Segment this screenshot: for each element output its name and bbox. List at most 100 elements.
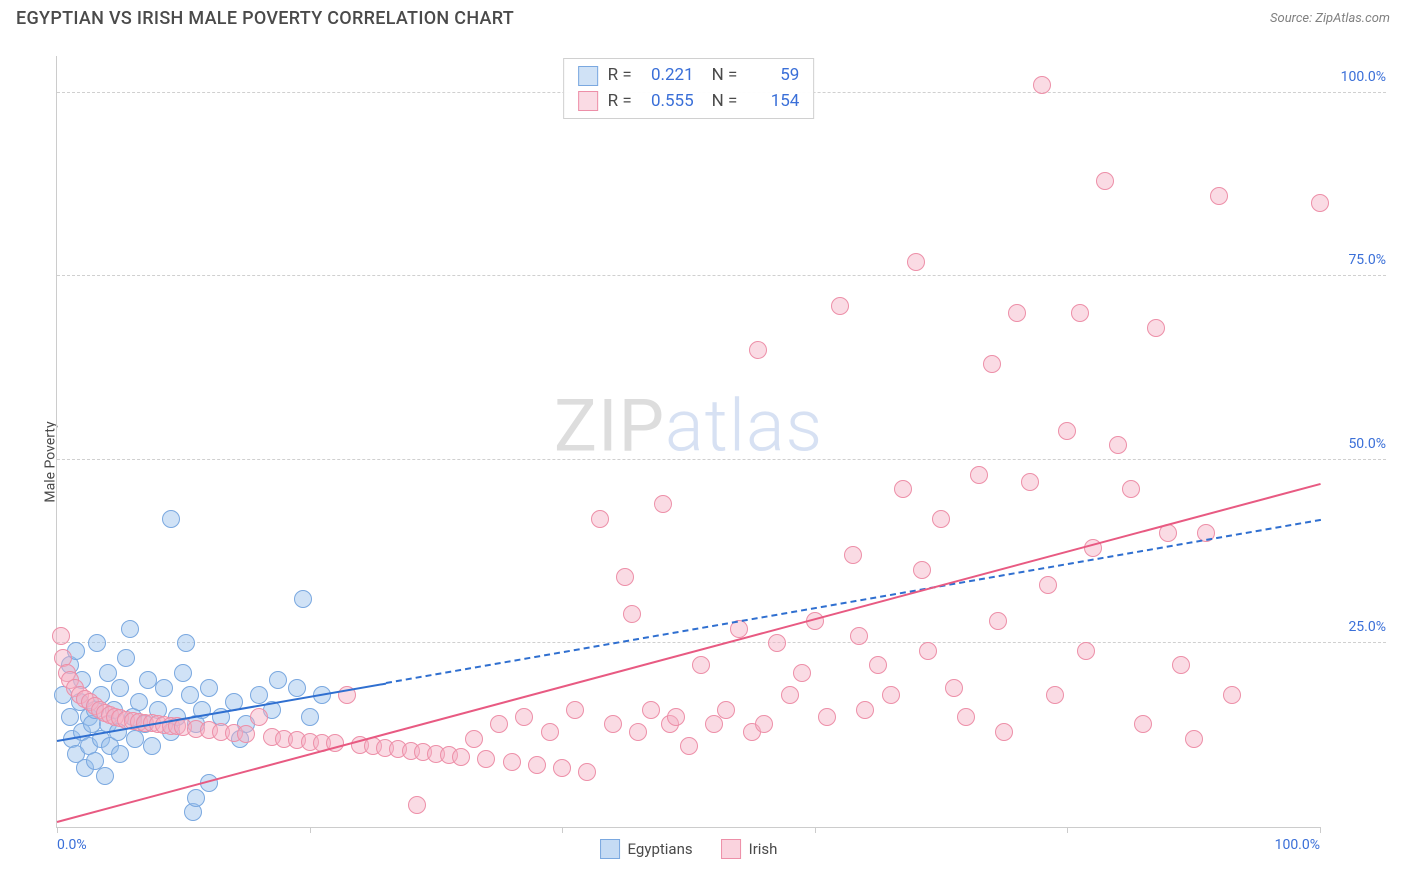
- legend-label: Irish: [749, 840, 778, 858]
- data-point: [818, 708, 836, 726]
- data-point: [623, 605, 641, 623]
- data-point: [642, 701, 660, 719]
- y-tick-label: 75.0%: [1326, 252, 1386, 268]
- data-point: [1058, 422, 1076, 440]
- data-point: [1039, 576, 1057, 594]
- legend-swatch: [600, 839, 620, 859]
- data-point: [781, 686, 799, 704]
- data-point: [288, 679, 306, 697]
- data-point: [1071, 304, 1089, 322]
- stats-row: R = 0.221 N = 59: [578, 63, 800, 89]
- legend-swatch: [578, 91, 598, 111]
- data-point: [692, 656, 710, 674]
- stat-n-label: N =: [712, 89, 738, 115]
- data-point: [654, 495, 672, 513]
- legend-swatch: [721, 839, 741, 859]
- data-point: [528, 756, 546, 774]
- data-point: [793, 664, 811, 682]
- data-point: [629, 723, 647, 741]
- data-point: [237, 725, 255, 743]
- data-point: [139, 671, 157, 689]
- data-point: [1122, 480, 1140, 498]
- data-point: [96, 767, 114, 785]
- data-point: [907, 253, 925, 271]
- data-point: [989, 612, 1007, 630]
- data-point: [503, 753, 521, 771]
- stat-r-value: 0.221: [644, 63, 694, 89]
- data-point: [717, 701, 735, 719]
- stat-n-value: 154: [749, 89, 799, 115]
- data-point: [850, 627, 868, 645]
- data-point: [957, 708, 975, 726]
- stats-row: R =0.555N =154: [578, 89, 800, 115]
- data-point: [1134, 715, 1152, 733]
- x-tick: [562, 827, 563, 833]
- data-point: [591, 510, 609, 528]
- data-point: [1172, 656, 1190, 674]
- data-point: [566, 701, 584, 719]
- data-point: [187, 789, 205, 807]
- data-point: [831, 297, 849, 315]
- stat-r-label: R =: [608, 89, 632, 115]
- data-point: [477, 750, 495, 768]
- y-tick-label: 25.0%: [1326, 619, 1386, 635]
- data-point: [1210, 187, 1228, 205]
- data-point: [121, 620, 139, 638]
- data-point: [52, 627, 70, 645]
- data-point: [1311, 194, 1329, 212]
- gridline: [57, 275, 1386, 276]
- data-point: [932, 510, 950, 528]
- data-point: [200, 679, 218, 697]
- watermark: ZIPatlas: [554, 384, 823, 469]
- x-tick: [815, 827, 816, 833]
- x-tick: [57, 827, 58, 833]
- legend-item: Egyptians: [600, 839, 693, 859]
- data-point: [111, 679, 129, 697]
- data-point: [995, 723, 1013, 741]
- watermark-atlas: atlas: [665, 384, 823, 469]
- data-point: [856, 701, 874, 719]
- stat-n-label: N =: [712, 63, 738, 89]
- stat-r-label: R =: [608, 63, 632, 89]
- data-point: [1077, 642, 1095, 660]
- data-point: [616, 568, 634, 586]
- chart-container: Male Poverty ZIPatlas R =0.221N =59R =0.…: [16, 48, 1390, 876]
- data-point: [452, 748, 470, 766]
- data-point: [1021, 473, 1039, 491]
- data-point: [680, 737, 698, 755]
- data-point: [749, 341, 767, 359]
- data-point: [490, 715, 508, 733]
- data-point: [301, 708, 319, 726]
- data-point: [1147, 319, 1165, 337]
- data-point: [869, 656, 887, 674]
- stat-n-value: 59: [749, 63, 799, 89]
- data-point: [913, 561, 931, 579]
- data-point: [768, 634, 786, 652]
- data-point: [117, 649, 135, 667]
- data-point: [1008, 304, 1026, 322]
- trend-line: [57, 482, 1322, 822]
- x-tick: [1067, 827, 1068, 833]
- data-point: [174, 664, 192, 682]
- data-point: [894, 480, 912, 498]
- x-tick: [310, 827, 311, 833]
- data-point: [541, 723, 559, 741]
- legend-item: Irish: [721, 839, 778, 859]
- data-point: [844, 546, 862, 564]
- data-point: [177, 634, 195, 652]
- data-point: [667, 708, 685, 726]
- chart-title: EGYPTIAN VS IRISH MALE POVERTY CORRELATI…: [16, 8, 514, 29]
- legend: Egyptians Irish: [600, 839, 778, 859]
- data-point: [1223, 686, 1241, 704]
- data-point: [269, 671, 287, 689]
- data-point: [1096, 172, 1114, 190]
- source-label: Source: ZipAtlas.com: [1270, 11, 1390, 26]
- data-point: [755, 715, 773, 733]
- data-point: [111, 745, 129, 763]
- data-point: [1046, 686, 1064, 704]
- data-point: [553, 759, 571, 777]
- legend-swatch: [578, 66, 598, 86]
- data-point: [99, 664, 117, 682]
- data-point: [515, 708, 533, 726]
- data-point: [88, 634, 106, 652]
